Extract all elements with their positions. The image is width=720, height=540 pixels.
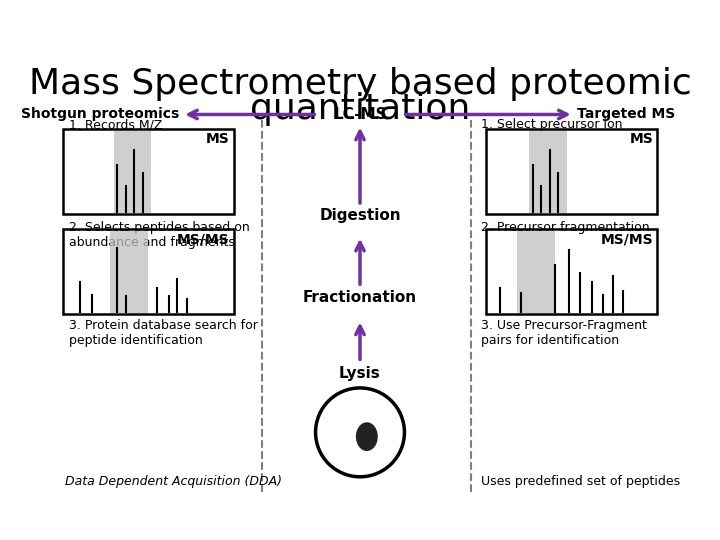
Text: Mass Spectrometry based proteomic: Mass Spectrometry based proteomic xyxy=(29,66,691,100)
Text: 3. Protein database search for
peptide identification: 3. Protein database search for peptide i… xyxy=(69,319,258,347)
Text: Lysis: Lysis xyxy=(339,366,381,381)
Bar xyxy=(529,131,567,213)
Text: Shotgun proteomics: Shotgun proteomics xyxy=(21,107,179,122)
Text: LC-MS: LC-MS xyxy=(333,107,387,122)
Text: 2. Precursor fragmentation: 2. Precursor fragmentation xyxy=(482,221,650,234)
Text: MS/MS: MS/MS xyxy=(176,232,229,246)
Text: MS: MS xyxy=(205,132,229,146)
Ellipse shape xyxy=(356,423,377,450)
Text: MS: MS xyxy=(629,132,653,146)
Bar xyxy=(63,129,233,214)
Bar xyxy=(487,129,657,214)
Text: Uses predefined set of peptides: Uses predefined set of peptides xyxy=(482,475,680,488)
Bar xyxy=(110,231,148,313)
Text: 1. Select precursor ion: 1. Select precursor ion xyxy=(482,118,623,131)
Bar xyxy=(487,229,657,314)
Text: 1. Records M/Z: 1. Records M/Z xyxy=(69,118,163,131)
Bar xyxy=(517,231,555,313)
Text: Targeted MS: Targeted MS xyxy=(577,107,675,122)
Bar xyxy=(63,229,233,314)
Text: Fractionation: Fractionation xyxy=(303,289,417,305)
Text: 3. Use Precursor-Fragment
pairs for identification: 3. Use Precursor-Fragment pairs for iden… xyxy=(482,319,647,347)
Text: 2. Selects peptides based on
abundance and fragments: 2. Selects peptides based on abundance a… xyxy=(69,221,251,249)
Text: Digestion: Digestion xyxy=(319,208,401,224)
Bar xyxy=(114,131,151,213)
Text: quantitation: quantitation xyxy=(250,92,470,126)
Text: Data Dependent Acquisition (DDA): Data Dependent Acquisition (DDA) xyxy=(66,475,282,488)
Text: MS/MS: MS/MS xyxy=(600,232,653,246)
